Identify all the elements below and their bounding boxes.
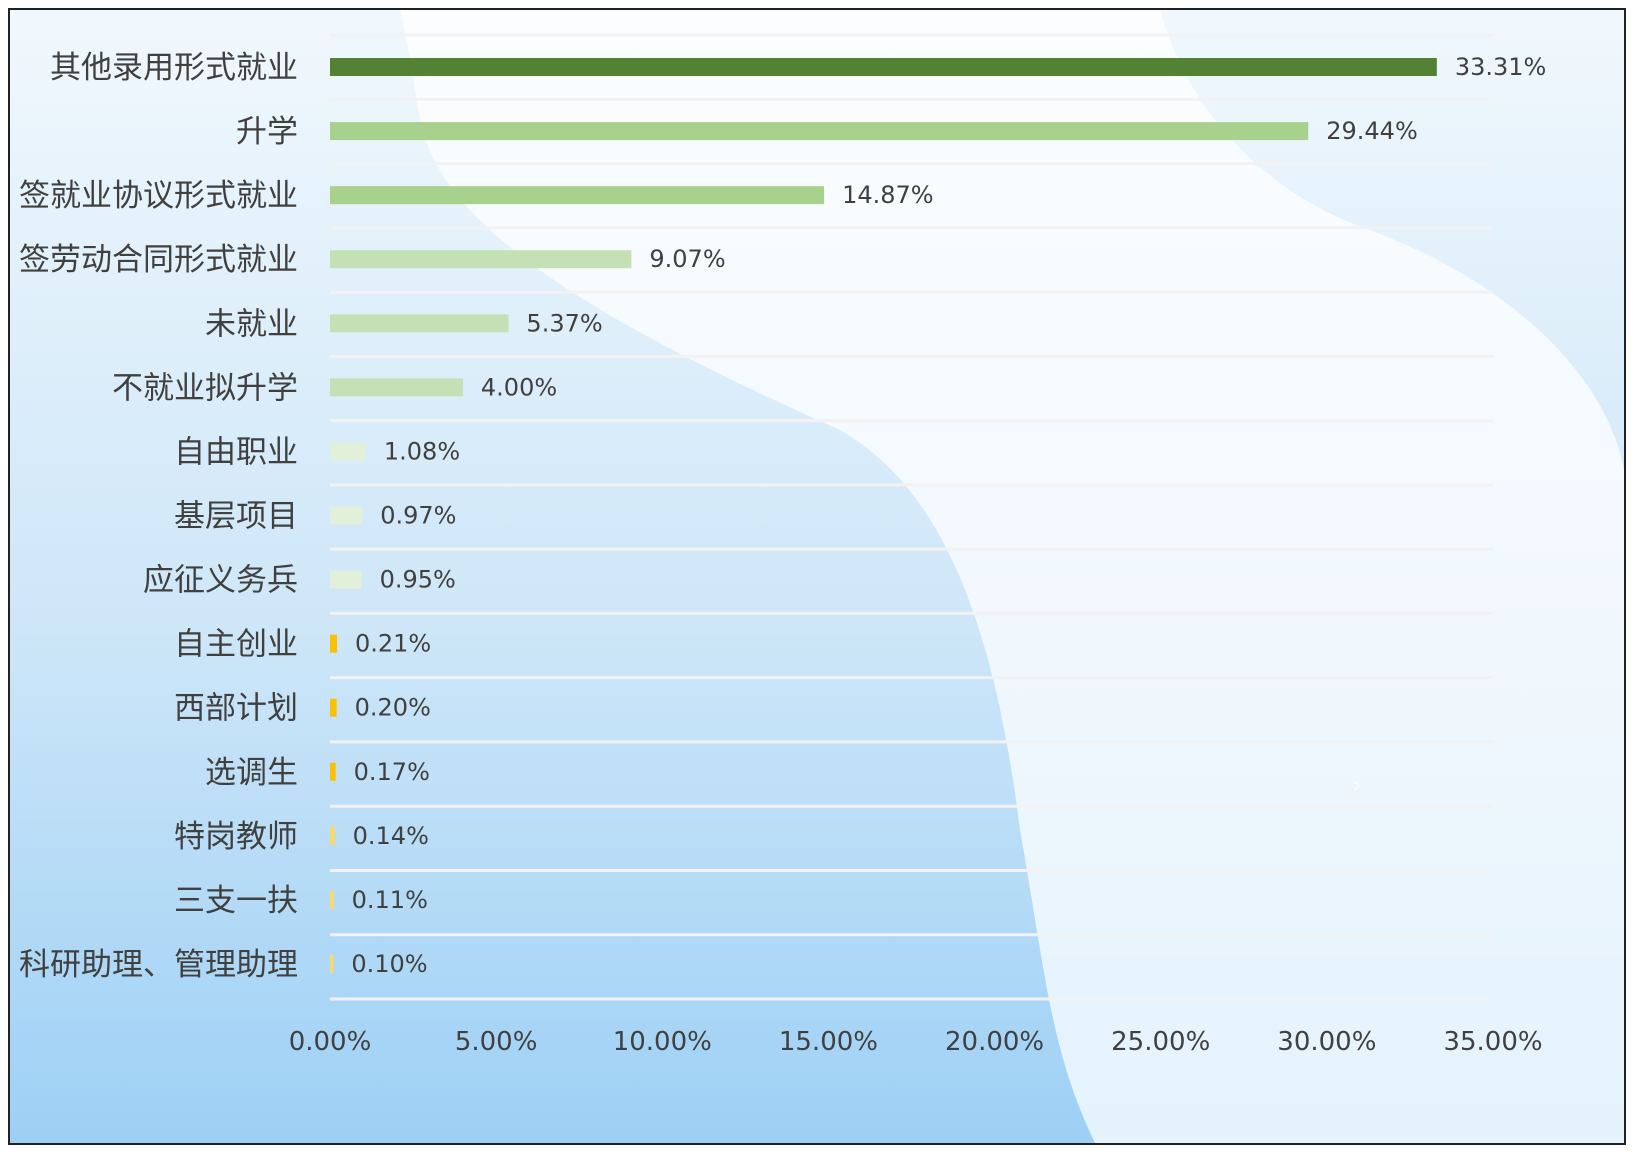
chevron-right-icon: › [1352,771,1362,799]
category-label: 基层项目 [174,498,298,534]
x-tick-label: 25.00% [1111,1027,1210,1057]
data-label: 5.37% [526,309,602,337]
data-label: 9.07% [649,245,725,273]
data-label: 0.97% [380,501,456,529]
data-label: 33.31% [1455,53,1547,81]
bar [330,122,1309,141]
bar [330,250,632,269]
bar [330,378,463,397]
bar [330,58,1437,76]
bar [330,954,334,973]
category-label: 应征义务兵 [143,563,298,599]
bars [330,58,1437,973]
category-label: 其他录用形式就业 [50,50,298,86]
gridlines [330,33,1493,1001]
data-label: 29.44% [1326,117,1418,145]
bar [330,826,335,845]
bar-chart: 其他录用形式就业升学签就业协议形式就业签劳动合同形式就业未就业不就业拟升学自由职… [10,10,1624,1143]
bar [330,890,334,909]
x-tick-label: 15.00% [779,1027,878,1057]
chart-frame: 其他录用形式就业升学签就业协议形式就业 签劳动合同形式就业未就业不就业拟升学自由职… [8,8,1626,1145]
x-tick-label: 35.00% [1443,1027,1542,1057]
category-label: 未就业 [205,306,298,342]
category-label: 自主创业 [174,627,298,663]
bar [330,570,362,589]
data-label: 14.87% [842,181,934,209]
data-label: 0.14% [353,822,429,850]
x-tick-label: 30.00% [1277,1027,1376,1057]
category-label: 不就业拟升学 [112,370,298,406]
data-label: 0.10% [351,950,427,978]
category-label: 升学 [236,114,298,150]
category-label: 特岗教师 [174,819,298,855]
bar [330,762,336,781]
category-label: 西部计划 [174,691,298,727]
category-labels: 其他录用形式就业升学签就业协议形式就业签劳动合同形式就业未就业不就业拟升学自由职… [19,50,298,983]
data-labels: 33.31% 29.44% 14.87% 9.07% 5.37% 4.00% 1.08% 0.… [351,53,1546,978]
bar [330,186,825,205]
data-label: 0.11% [352,886,428,914]
category-label: 三支一扶 [174,883,298,919]
x-tick-label: 20.00% [945,1027,1044,1057]
bar [330,698,337,717]
category-label: 科研助理、管理助理 [19,947,298,983]
category-label: 自由职业 [174,434,298,470]
data-label: 0.95% [380,566,456,594]
data-label: 0.17% [354,758,430,786]
x-axis-tick-labels: 0.00% 5.00% 10.00% 15.00% 20.00% 25.00% 30.00%… [289,1027,1543,1057]
data-label: 0.20% [355,694,431,722]
x-tick-label: 5.00% [455,1027,538,1057]
category-label: 签就业协议形式就业 [19,178,298,214]
bar [330,634,337,653]
data-label: 4.00% [481,373,557,401]
x-tick-label: 0.00% [289,1027,372,1057]
data-label: 0.21% [355,630,431,658]
bar [330,314,509,333]
data-label: 1.08% [384,437,460,465]
category-label: 选调生 [205,755,298,791]
bar [330,442,366,461]
category-label: 签劳动合同形式就业 [19,242,298,278]
bar [330,506,363,525]
x-tick-label: 10.00% [613,1027,712,1057]
